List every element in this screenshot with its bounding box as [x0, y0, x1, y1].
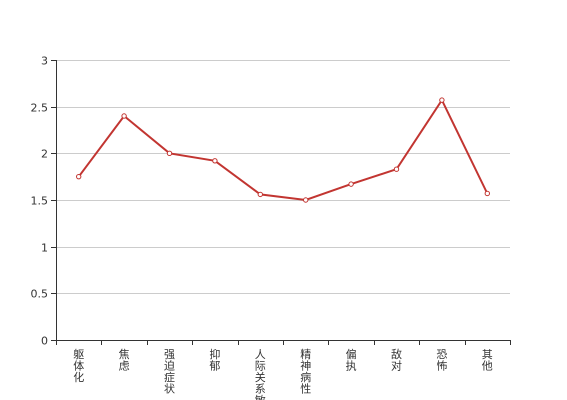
x-tick-label: 人际关系敏感	[255, 348, 266, 400]
y-tick-label: 1	[41, 242, 48, 255]
y-tick-label: 2.5	[31, 102, 49, 115]
data-point[interactable]	[121, 113, 127, 119]
series-group	[76, 97, 490, 203]
x-axis: 躯体化 焦虑 强迫症状 抑郁 人际关系敏感 精神病性 偏执 敌对 恐怖 其他	[56, 340, 511, 400]
x-tick-label: 躯体化	[73, 348, 84, 384]
series-line	[77, 98, 489, 202]
x-tick-label: 焦虑	[119, 348, 130, 373]
data-point[interactable]	[212, 158, 218, 164]
data-point[interactable]	[257, 191, 263, 198]
data-point[interactable]	[303, 197, 309, 203]
y-tick-label: 1.5	[31, 195, 49, 208]
y-tick-label: 0.5	[31, 288, 49, 301]
data-point[interactable]	[439, 97, 445, 103]
x-tick-label: 强迫症状	[164, 348, 175, 396]
y-tick-label: 2	[41, 148, 48, 161]
x-tick-label: 恐怖	[436, 348, 447, 373]
x-tick-label: 其他	[482, 348, 493, 373]
y-axis: 0 0.5 1 1.5 2 2.5 3	[31, 55, 57, 348]
x-tick-label: 抑郁	[209, 347, 220, 373]
data-point[interactable]	[76, 173, 82, 180]
x-tick-label: 精神病性	[300, 348, 311, 396]
data-point[interactable]	[166, 150, 173, 157]
x-tick-label: 敌对	[391, 347, 402, 373]
grid-lines	[56, 60, 510, 294]
x-tick-label: 偏执	[346, 347, 357, 373]
y-tick-label: 3	[41, 55, 48, 68]
data-point[interactable]	[348, 181, 354, 187]
data-point[interactable]	[393, 166, 400, 172]
data-point[interactable]	[484, 190, 490, 197]
y-tick-label: 0	[41, 335, 48, 348]
